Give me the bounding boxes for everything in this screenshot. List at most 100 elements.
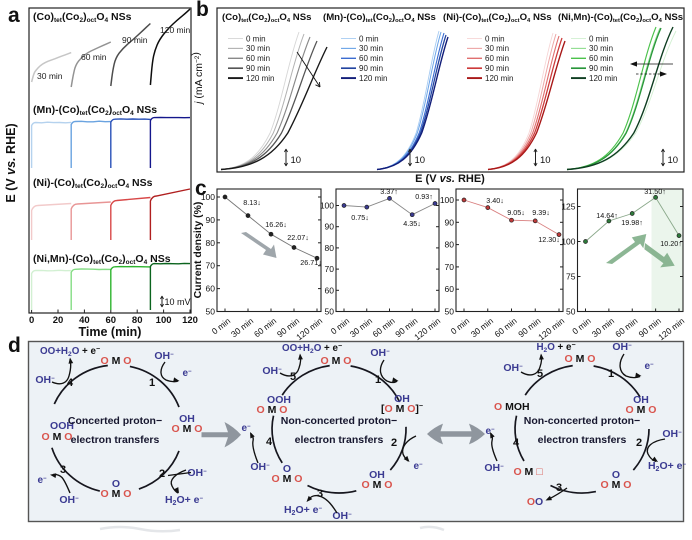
svg-text:60: 60: [206, 284, 216, 294]
svg-text:OH−: OH−: [187, 467, 207, 479]
svg-text:3.37↑: 3.37↑: [380, 187, 398, 196]
svg-text:3.40↓: 3.40↓: [486, 196, 504, 205]
svg-text:O M O: O M O: [565, 353, 596, 365]
svg-text:10.20↑: 10.20↑: [660, 239, 682, 248]
svg-text:50: 50: [445, 307, 455, 317]
svg-text:(Ni)-(Co)tet(Co2)octO4 NSs: (Ni)-(Co)tet(Co2)octO4 NSs: [443, 12, 552, 24]
svg-text:OOH: OOH: [267, 394, 291, 406]
svg-text:90 min: 90 min: [589, 64, 613, 73]
svg-text:OH−: OH−: [262, 365, 282, 377]
svg-text:O M O: O M O: [172, 423, 203, 435]
svg-text:e−: e−: [644, 361, 654, 372]
svg-text:0.93↑: 0.93↑: [415, 192, 433, 201]
svg-text:H2O + e−: H2O + e−: [536, 342, 575, 354]
svg-text:80: 80: [206, 238, 216, 248]
svg-text:90 min: 90 min: [359, 64, 383, 73]
svg-text:OO+H2O + e−: OO+H2O + e−: [40, 346, 100, 358]
svg-text:OOH: OOH: [50, 420, 74, 432]
svg-text:90 min: 90 min: [246, 64, 270, 73]
svg-text:b: b: [196, 0, 209, 21]
svg-text:10: 10: [540, 155, 551, 166]
svg-text:2: 2: [636, 437, 642, 449]
svg-text:Non-concerted proton−: Non-concerted proton−: [524, 415, 640, 427]
svg-text:80: 80: [325, 243, 335, 253]
svg-text:OH−: OH−: [503, 362, 523, 374]
svg-text:OH: OH: [633, 394, 649, 406]
svg-text:2: 2: [391, 437, 397, 449]
svg-text:1: 1: [608, 368, 614, 380]
svg-text:12.30↓: 12.30↓: [538, 235, 560, 244]
svg-text:100: 100: [201, 192, 215, 202]
svg-text:10 mV: 10 mV: [165, 297, 191, 307]
svg-text:e−: e−: [241, 423, 251, 434]
svg-text:0.75↓: 0.75↓: [351, 213, 369, 222]
svg-text:70: 70: [445, 262, 455, 272]
svg-text:E (V vs. RHE): E (V vs. RHE): [4, 123, 18, 202]
svg-text:100: 100: [561, 237, 575, 247]
svg-text:14.64↑: 14.64↑: [596, 211, 618, 220]
svg-text:O M O: O M O: [601, 479, 632, 491]
svg-text:30 min: 30 min: [246, 44, 270, 53]
svg-text:O: O: [112, 478, 120, 490]
svg-text:OH: OH: [394, 393, 410, 405]
svg-text:O MOH: O MOH: [494, 401, 530, 413]
svg-text:90: 90: [206, 215, 216, 225]
svg-text:40: 40: [79, 315, 90, 326]
svg-text:90 min: 90 min: [122, 35, 148, 45]
svg-text:(Mn)-(Co)tet(Co2)octO4 NSs: (Mn)-(Co)tet(Co2)octO4 NSs: [323, 12, 436, 24]
svg-text:OH−: OH−: [332, 510, 352, 522]
svg-text:OO: OO: [527, 496, 543, 508]
svg-text:O M O: O M O: [362, 479, 393, 491]
svg-text:O M O: O M O: [321, 355, 352, 367]
svg-text:70: 70: [206, 261, 216, 271]
svg-text:30 min: 30 min: [37, 71, 63, 81]
svg-text:(Mn)-(Co)tet(Co2)octO4 NSs: (Mn)-(Co)tet(Co2)octO4 NSs: [33, 104, 157, 117]
svg-text:O M O: O M O: [626, 404, 657, 416]
svg-text:50: 50: [325, 307, 335, 317]
svg-text:10: 10: [668, 155, 679, 166]
svg-text:(Ni,Mn)-(Co)tet(Co2)octO4 NSs: (Ni,Mn)-(Co)tet(Co2)octO4 NSs: [33, 253, 171, 266]
svg-text:Concerted proton−: Concerted proton−: [68, 415, 162, 427]
svg-text:O M O: O M O: [101, 488, 132, 500]
svg-text:Time (min): Time (min): [79, 325, 142, 339]
svg-text:(Ni)-(Co)tet(Co2)octO4 NSs: (Ni)-(Co)tet(Co2)octO4 NSs: [33, 177, 153, 190]
svg-text:0 min: 0 min: [589, 34, 609, 43]
svg-text:9.39↓: 9.39↓: [532, 208, 550, 217]
svg-text:electron transfers: electron transfers: [71, 434, 160, 446]
svg-text:Non-concerted proton−: Non-concerted proton−: [281, 415, 397, 427]
svg-text:OH−: OH−: [154, 350, 174, 362]
svg-text:OH: OH: [179, 413, 195, 425]
svg-text:60 min: 60 min: [359, 54, 383, 63]
svg-text:2: 2: [159, 468, 165, 480]
svg-text:50: 50: [206, 307, 216, 317]
svg-text:OH−: OH−: [250, 461, 270, 473]
svg-text:60: 60: [325, 285, 335, 295]
svg-text:[O M O]−: [O M O]−: [381, 403, 423, 415]
svg-text:OH−: OH−: [612, 341, 632, 353]
svg-text:(Ni,Mn)-(Co)tet(Co2)octO4 NSs: (Ni,Mn)-(Co)tet(Co2)octO4 NSs: [558, 12, 683, 24]
svg-text:O M O: O M O: [257, 404, 288, 416]
svg-text:OH−: OH−: [662, 428, 682, 440]
svg-text:(Co)tet(Co2)octO4 NSs: (Co)tet(Co2)octO4 NSs: [33, 11, 132, 24]
svg-text:120 min: 120 min: [160, 25, 191, 35]
svg-text:26.71↓: 26.71↓: [300, 258, 322, 267]
svg-text:70: 70: [325, 264, 335, 274]
svg-text:Current density (%): Current density (%): [192, 202, 204, 299]
svg-text:O M □: O M □: [513, 466, 543, 478]
svg-text:80: 80: [445, 240, 455, 250]
svg-text:electron transfers: electron transfers: [295, 434, 384, 446]
svg-text:50: 50: [566, 307, 576, 317]
svg-text:60 min: 60 min: [246, 54, 270, 63]
svg-text:OH−: OH−: [59, 494, 79, 506]
svg-text:4.35↓: 4.35↓: [403, 219, 421, 228]
svg-text:j (mA cm−2): j (mA cm−2): [190, 52, 205, 106]
svg-text:100: 100: [440, 195, 454, 205]
svg-text:O M O: O M O: [101, 355, 132, 367]
svg-text:5: 5: [290, 371, 296, 383]
svg-text:60: 60: [445, 284, 455, 294]
svg-text:100: 100: [320, 201, 334, 211]
svg-text:120: 120: [182, 315, 198, 326]
svg-text:75: 75: [566, 272, 576, 282]
svg-text:0 min: 0 min: [485, 34, 505, 43]
svg-text:1: 1: [149, 377, 155, 389]
